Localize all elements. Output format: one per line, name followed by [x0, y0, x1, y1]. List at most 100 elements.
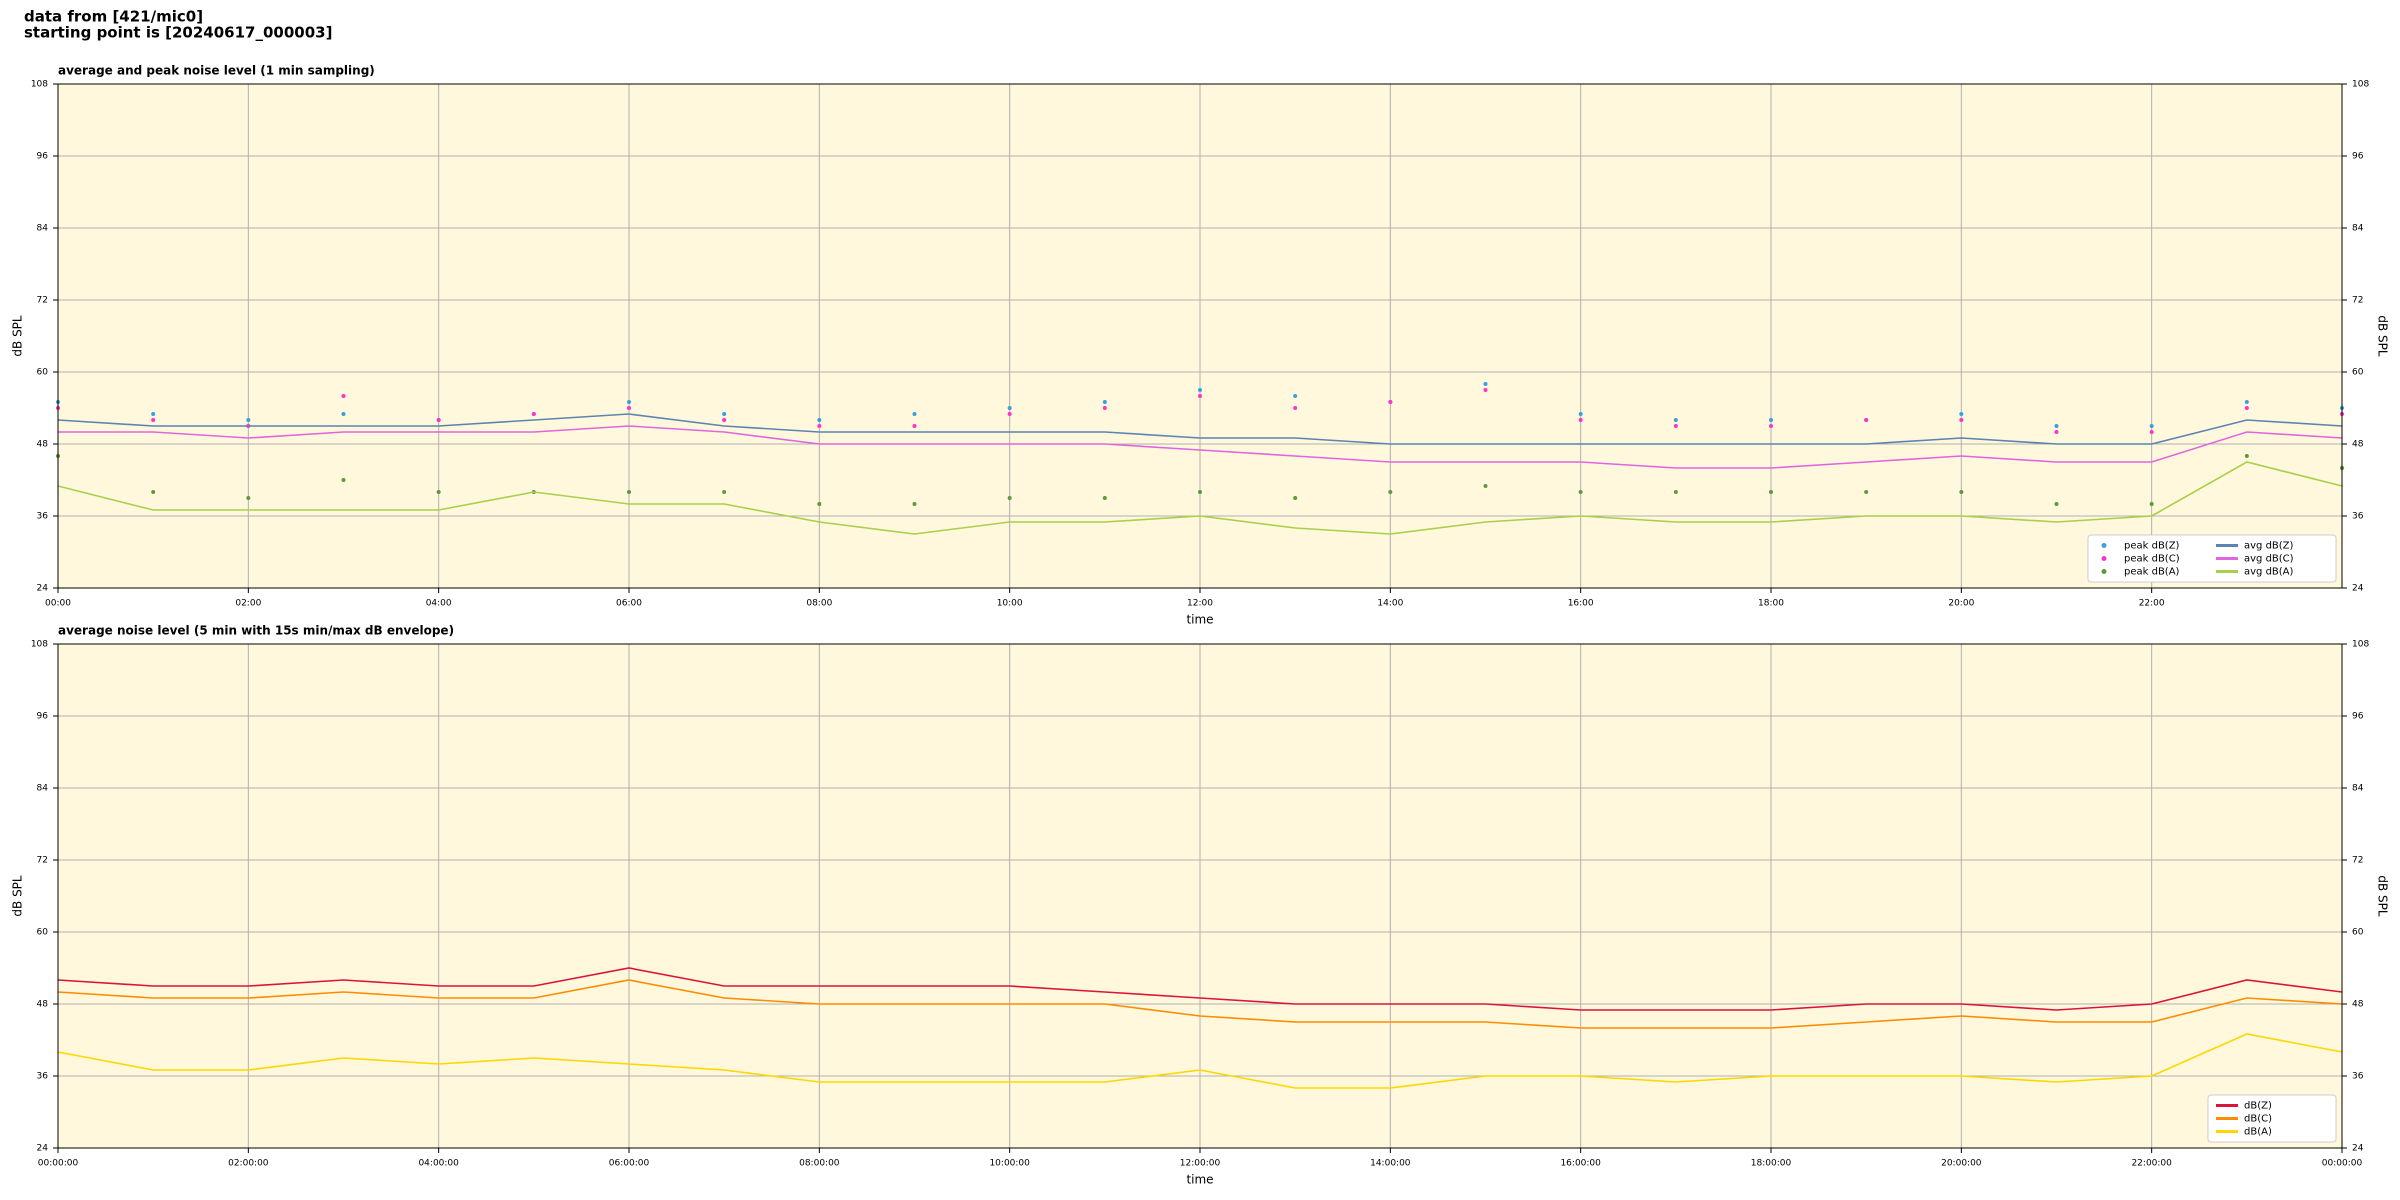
chart-title: average noise level (5 min with 15s min/… [58, 624, 454, 638]
data-point [1673, 424, 1678, 428]
y-tick-label: 24 [2352, 584, 2364, 594]
x-tick-label: 12:00 [1187, 599, 1213, 609]
legend-marker [2101, 556, 2107, 561]
legend-box [2207, 1094, 2337, 1143]
data-point [1007, 496, 1012, 500]
legend-label: dB(Z) [2244, 1101, 2272, 1112]
data-point [627, 490, 631, 494]
data-point [912, 424, 917, 428]
legend-label: peak dB(C) [2124, 554, 2180, 565]
y-tick-label: 48 [2352, 440, 2364, 450]
y-tick-label: 84 [2352, 784, 2364, 794]
x-axis-label: time [1186, 1173, 1213, 1187]
data-point [1673, 418, 1678, 422]
legend-marker [2101, 569, 2107, 574]
data-point [627, 406, 631, 410]
x-tick-label: 16:00:00 [1560, 1159, 1601, 1169]
data-point [722, 490, 727, 494]
data-point [341, 412, 346, 416]
y-tick-label: 48 [37, 440, 49, 450]
data-point [2149, 502, 2154, 506]
y-axis-label: dB SPL [11, 315, 25, 357]
data-point [2244, 400, 2249, 404]
data-point [2054, 502, 2059, 506]
data-point [722, 418, 727, 422]
x-tick-label: 08:00:00 [799, 1159, 840, 1169]
plot-frame [57, 83, 2343, 589]
legend-label: peak dB(Z) [2124, 541, 2180, 552]
legend-label: avg dB(A) [2244, 567, 2294, 578]
x-tick-label: 12:00:00 [1180, 1159, 1221, 1169]
plot-frame [57, 643, 2343, 1149]
x-tick-label: 06:00:00 [609, 1159, 650, 1169]
data-point [1769, 418, 1773, 422]
data-point [1102, 400, 1107, 404]
data-point [1102, 406, 1107, 410]
data-point [246, 496, 251, 500]
data-point [1578, 418, 1583, 422]
y-tick-label: 60 [37, 928, 49, 938]
y-tick-label: 84 [37, 784, 49, 794]
data-point [1864, 490, 1869, 494]
x-tick-label: 00:00:00 [38, 1159, 79, 1169]
data-point [1769, 490, 1773, 494]
data-line [57, 413, 2343, 445]
legend-box [2087, 534, 2337, 583]
x-tick-label: 00:00 [45, 599, 71, 609]
data-point [817, 502, 822, 506]
x-tick-label: 04:00 [426, 599, 452, 609]
data-point [531, 412, 536, 416]
x-tick-label: 10:00 [997, 599, 1023, 609]
y-tick-label: 36 [2352, 512, 2364, 522]
x-axis-label: time [1186, 613, 1213, 627]
data-point [151, 418, 156, 422]
data-point [436, 418, 441, 422]
data-point [1198, 394, 1202, 398]
data-point [1293, 406, 1298, 410]
y-tick-label: 84 [2352, 224, 2364, 234]
data-point [1293, 496, 1298, 500]
data-point [2244, 454, 2249, 458]
y-tick-label: 36 [2352, 1072, 2364, 1082]
data-point [2244, 406, 2249, 410]
y-tick-label: 60 [2352, 368, 2364, 378]
data-point [1864, 418, 1869, 422]
data-point [627, 400, 631, 404]
y-tick-label: 48 [37, 1000, 49, 1010]
data-line [57, 979, 2343, 1029]
data-point [1007, 412, 1012, 416]
data-point [817, 418, 822, 422]
data-point [246, 418, 251, 422]
x-tick-label: 14:00 [1377, 599, 1403, 609]
data-point [1483, 382, 1488, 386]
x-tick-label: 20:00:00 [1941, 1159, 1982, 1169]
data-line [57, 1033, 2343, 1089]
data-point [1388, 490, 1393, 494]
y-tick-label: 108 [31, 640, 48, 650]
data-point [1578, 412, 1583, 416]
data-point [817, 424, 822, 428]
y-tick-label: 72 [2352, 296, 2363, 306]
x-tick-label: 18:00 [1758, 599, 1784, 609]
chart-title: average and peak noise level (1 min samp… [58, 64, 375, 78]
y-tick-label: 96 [37, 152, 49, 162]
data-point [2054, 430, 2059, 434]
data-point [912, 412, 917, 416]
y-tick-label: 36 [37, 1072, 49, 1082]
x-tick-label: 14:00:00 [1370, 1159, 1411, 1169]
data-point [1578, 490, 1583, 494]
x-tick-label: 22:00:00 [2131, 1159, 2172, 1169]
data-point [2149, 430, 2154, 434]
data-point [2149, 424, 2154, 428]
y-tick-label: 24 [2352, 1144, 2364, 1154]
y-axis-label: dB SPL [11, 875, 25, 917]
y-tick-label: 72 [2352, 856, 2363, 866]
y-axis-label: dB SPL [2376, 875, 2390, 917]
x-tick-label: 06:00 [616, 599, 642, 609]
x-tick-label: 16:00 [1568, 599, 1594, 609]
x-tick-label: 10:00:00 [989, 1159, 1030, 1169]
data-line [57, 461, 2343, 535]
y-tick-label: 24 [37, 584, 49, 594]
x-tick-label: 18:00:00 [1751, 1159, 1792, 1169]
x-tick-label: 04:00:00 [418, 1159, 459, 1169]
